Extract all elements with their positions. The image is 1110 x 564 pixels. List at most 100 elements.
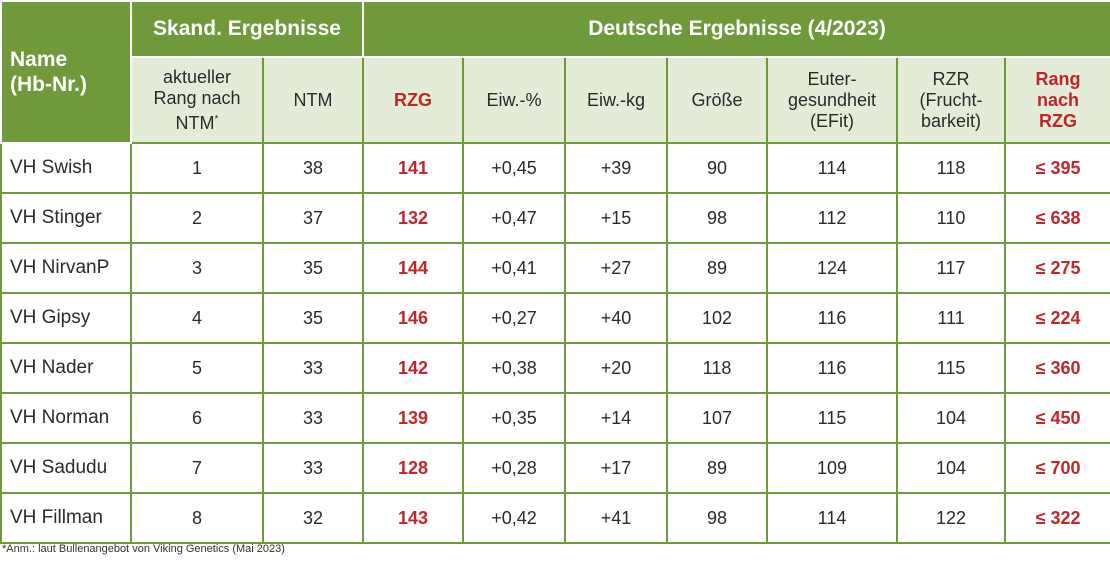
table-row: VH Nader 5 33 142 +0,38 +20 118 116 115 …	[0, 342, 1110, 394]
eiw-pct-cell: +0,38	[462, 342, 566, 394]
rang-rzg-cell: ≤ 700	[1003, 442, 1110, 494]
table-row: VH Fillman 8 32 143 +0,42 +41 98 114 122…	[0, 492, 1110, 544]
bull-name: VH Stinger	[0, 192, 132, 244]
eiw-kg-cell: +27	[564, 242, 668, 294]
ntm-cell: 33	[262, 342, 364, 394]
rzg-cell: 139	[362, 392, 464, 444]
name-header: Name (Hb-Nr.)	[0, 0, 132, 144]
eiw-pct-cell: +0,47	[462, 192, 566, 244]
bull-name: VH Sadudu	[0, 442, 132, 494]
groesse-cell: 89	[666, 242, 768, 294]
eiw-kg-cell: +15	[564, 192, 668, 244]
groesse-cell: 98	[666, 192, 768, 244]
group-skand-header: Skand. Ergebnisse	[130, 0, 364, 58]
rzr-cell: 115	[896, 342, 1006, 394]
col-rzg: RZG	[362, 56, 464, 144]
euter-cell: 114	[766, 142, 898, 194]
rzg-cell: 146	[362, 292, 464, 344]
rzg-cell: 132	[362, 192, 464, 244]
rzr-cell: 117	[896, 242, 1006, 294]
bull-name: VH Fillman	[0, 492, 132, 544]
rzr-cell: 111	[896, 292, 1006, 344]
eiw-pct-cell: +0,45	[462, 142, 566, 194]
rang-rzg-cell: ≤ 395	[1003, 142, 1110, 194]
euter-cell: 116	[766, 342, 898, 394]
col-rang-ntm: aktueller Rang nach NTM*	[130, 56, 264, 144]
ntm-cell: 37	[262, 192, 364, 244]
bull-name: VH Gipsy	[0, 292, 132, 344]
eiw-kg-cell: +39	[564, 142, 668, 194]
eiw-pct-cell: +0,28	[462, 442, 566, 494]
col-groesse: Größe	[666, 56, 768, 144]
rzg-cell: 143	[362, 492, 464, 544]
eiw-pct-cell: +0,27	[462, 292, 566, 344]
ntm-cell: 33	[262, 442, 364, 494]
eiw-kg-cell: +40	[564, 292, 668, 344]
col-eiw-pct: Eiw.-%	[462, 56, 566, 144]
eiw-pct-cell: +0,35	[462, 392, 566, 444]
ntm-cell: 35	[262, 292, 364, 344]
eiw-kg-cell: +20	[564, 342, 668, 394]
rang-rzg-cell: ≤ 360	[1003, 342, 1110, 394]
rzr-cell: 122	[896, 492, 1006, 544]
euter-cell: 112	[766, 192, 898, 244]
euter-cell: 124	[766, 242, 898, 294]
rang-ntm-cell: 4	[130, 292, 264, 344]
rang-ntm-cell: 1	[130, 142, 264, 194]
bull-results-table: Name (Hb-Nr.) Skand. Ergebnisse Deutsche…	[0, 0, 1110, 544]
rang-rzg-cell: ≤ 322	[1003, 492, 1110, 544]
table-row: VH Gipsy 4 35 146 +0,27 +40 102 116 111 …	[0, 292, 1110, 344]
footnote: *Anm.: laut Bullenangebot von Viking Gen…	[2, 543, 285, 555]
group-deutsch-header: Deutsche Ergebnisse (4/2023)	[361, 0, 1110, 58]
ntm-cell: 35	[262, 242, 364, 294]
groesse-cell: 118	[666, 342, 768, 394]
eiw-pct-cell: +0,42	[462, 492, 566, 544]
rang-rzg-cell: ≤ 450	[1003, 392, 1110, 444]
groesse-cell: 102	[666, 292, 768, 344]
eiw-kg-cell: +17	[564, 442, 668, 494]
col-ntm: NTM	[262, 56, 364, 144]
table-row: VH Sadudu 7 33 128 +0,28 +17 89 109 104 …	[0, 442, 1110, 494]
ntm-cell: 32	[262, 492, 364, 544]
eiw-pct-cell: +0,41	[462, 242, 566, 294]
rang-rzg-cell: ≤ 638	[1003, 192, 1110, 244]
rang-ntm-cell: 6	[130, 392, 264, 444]
rang-ntm-cell: 3	[130, 242, 264, 294]
bull-name: VH Swish	[0, 142, 132, 194]
groesse-cell: 89	[666, 442, 768, 494]
table-row: VH Stinger 2 37 132 +0,47 +15 98 112 110…	[0, 192, 1110, 244]
rzr-cell: 104	[896, 392, 1006, 444]
groesse-cell: 90	[666, 142, 768, 194]
rang-ntm-cell: 5	[130, 342, 264, 394]
table-row: VH Swish 1 38 141 +0,45 +39 90 114 118 ≤…	[0, 142, 1110, 194]
euter-cell: 116	[766, 292, 898, 344]
euter-cell: 109	[766, 442, 898, 494]
rzr-cell: 118	[896, 142, 1006, 194]
bull-name: VH NirvanP	[0, 242, 132, 294]
table-row: VH Norman 6 33 139 +0,35 +14 107 115 104…	[0, 392, 1110, 444]
euter-cell: 114	[766, 492, 898, 544]
rzg-cell: 144	[362, 242, 464, 294]
rang-ntm-cell: 7	[130, 442, 264, 494]
groesse-cell: 107	[666, 392, 768, 444]
euter-cell: 115	[766, 392, 898, 444]
ntm-cell: 38	[262, 142, 364, 194]
rzg-cell: 141	[362, 142, 464, 194]
hb-nr-label: (Hb-Nr.)	[10, 73, 87, 96]
eiw-kg-cell: +41	[564, 492, 668, 544]
name-label: Name	[10, 48, 68, 71]
rzr-cell: 104	[896, 442, 1006, 494]
rang-ntm-cell: 2	[130, 192, 264, 244]
col-rang-rzg: Rang nach RZG	[1003, 56, 1110, 144]
col-eiw-kg: Eiw.-kg	[564, 56, 668, 144]
table-row: VH NirvanP 3 35 144 +0,41 +27 89 124 117…	[0, 242, 1110, 294]
rzr-cell: 110	[896, 192, 1006, 244]
rang-ntm-cell: 8	[130, 492, 264, 544]
eiw-kg-cell: +14	[564, 392, 668, 444]
rzg-cell: 142	[362, 342, 464, 394]
groesse-cell: 98	[666, 492, 768, 544]
rang-rzg-cell: ≤ 224	[1003, 292, 1110, 344]
col-euter: Euter- gesundheit (EFit)	[766, 56, 898, 144]
bull-name: VH Norman	[0, 392, 132, 444]
ntm-cell: 33	[262, 392, 364, 444]
